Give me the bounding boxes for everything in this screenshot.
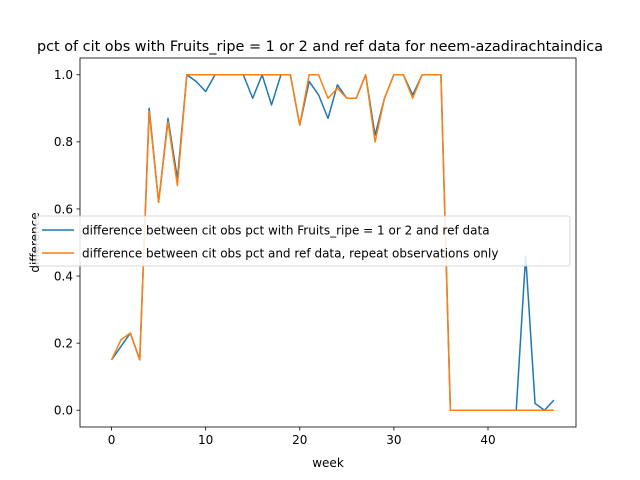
y-tick-label: 0.0 — [54, 404, 73, 418]
x-axis-label: week — [312, 456, 344, 470]
y-tick-label: 0.8 — [54, 135, 73, 149]
plot-lines — [110, 74, 555, 411]
y-tick-label: 0.6 — [54, 202, 73, 216]
x-tick-label: 0 — [108, 433, 116, 447]
legend-label-series-2: difference between cit obs pct and ref d… — [82, 247, 498, 261]
series-line-2 — [110, 74, 554, 411]
x-axis-ticks: 0 10 20 30 40 — [108, 427, 496, 447]
legend-label-series-1: difference between cit obs pct with Frui… — [82, 224, 490, 238]
legend-box — [35, 215, 571, 267]
y-tick-label: 1.0 — [54, 68, 73, 82]
chart-title: pct of cit obs with Fruits_ripe = 1 or 2… — [37, 39, 603, 55]
y-tick-label: 0.4 — [54, 269, 73, 283]
legend: difference between cit obs pct with Frui… — [35, 215, 571, 267]
x-tick-label: 20 — [292, 433, 307, 447]
x-tick-label: 40 — [480, 433, 495, 447]
y-axis-ticks: 0.0 0.2 0.4 0.6 0.8 1.0 — [54, 68, 80, 418]
x-tick-label: 30 — [386, 433, 401, 447]
x-tick-label: 10 — [198, 433, 213, 447]
y-tick-label: 0.2 — [54, 336, 73, 350]
